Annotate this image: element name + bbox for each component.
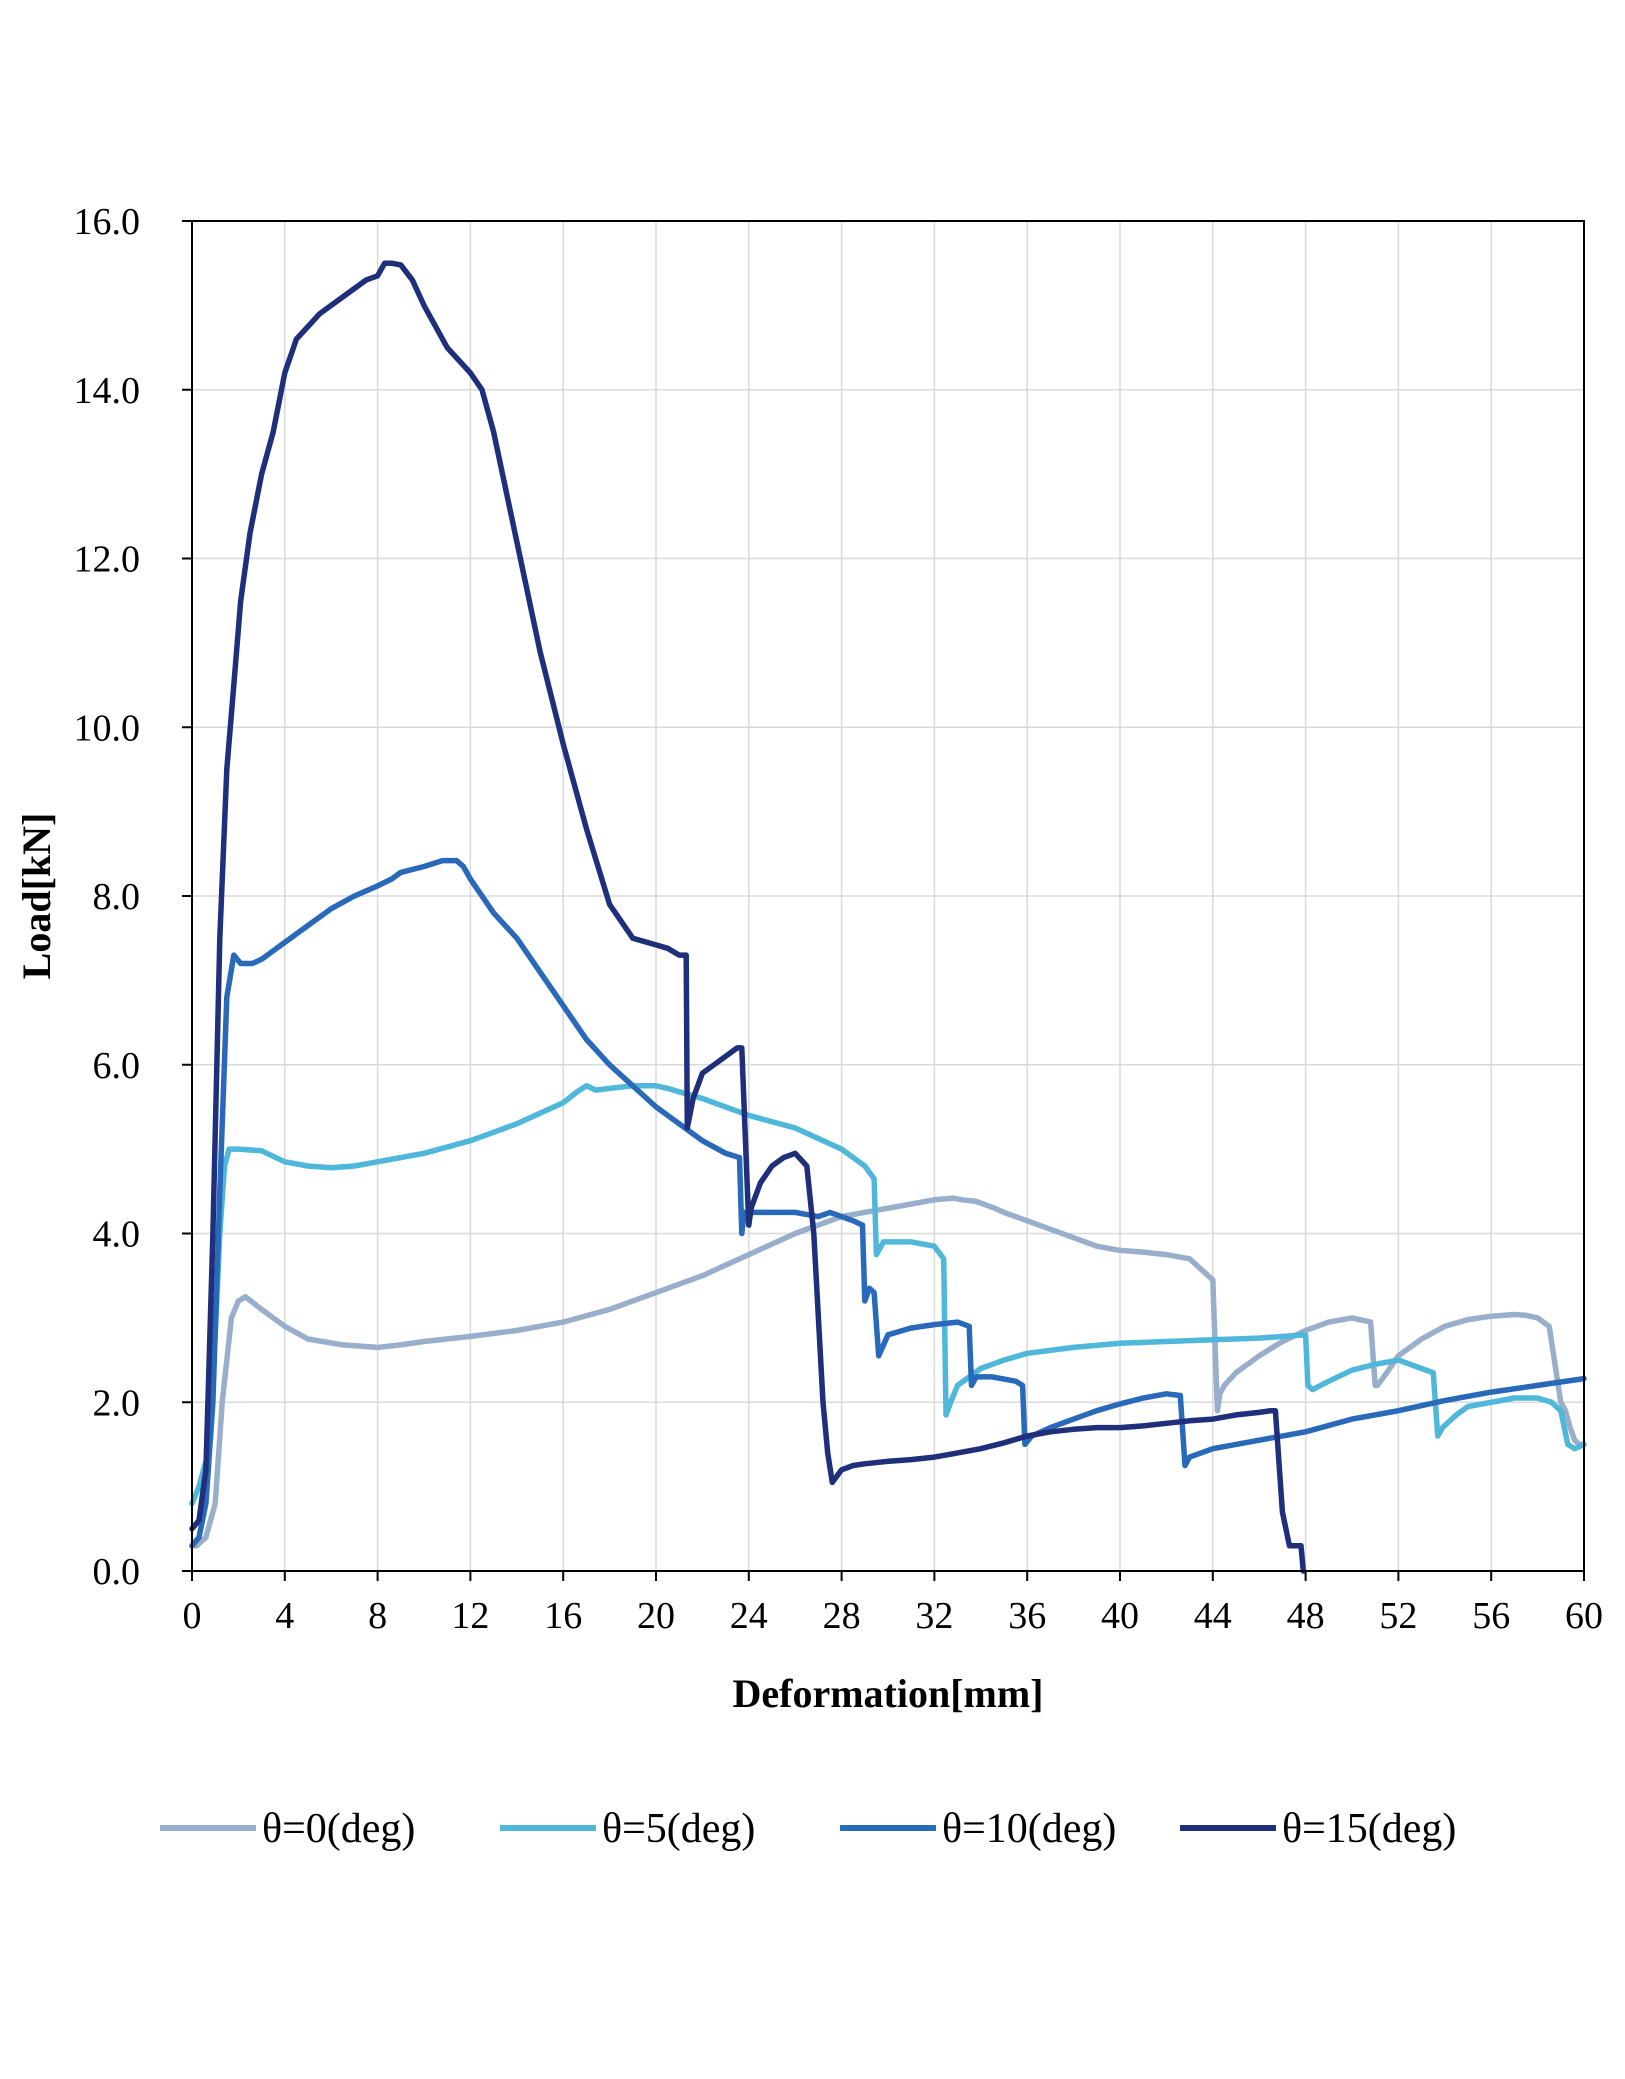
series-line-0: [189, 1195, 1587, 1549]
x-tick-label: 20: [637, 1595, 675, 1637]
x-axis-title: Deformation[mm]: [733, 1671, 1044, 1716]
x-tick-label: 4: [275, 1595, 294, 1637]
legend-label-1: θ=5(deg): [602, 1806, 755, 1852]
y-tick-label: 0.0: [93, 1551, 141, 1593]
x-axis-ticks: 0 4 8 12 16 20 24 28 32 36 40 44 48 52 56 60: [183, 1571, 1603, 1637]
x-tick-label: 36: [1008, 1595, 1046, 1637]
y-tick-label: 10.0: [74, 707, 141, 749]
x-tick-label: 48: [1287, 1595, 1325, 1637]
legend-label-2: θ=10(deg): [942, 1806, 1116, 1852]
y-tick-label: 16.0: [74, 201, 141, 243]
y-axis-ticks: 0.0 2.0 4.0 6.0 8.0 10.0 12.0 14.0 16.0: [74, 201, 192, 1593]
y-tick-label: 8.0: [93, 876, 141, 918]
series-line-2: [189, 857, 1587, 1549]
x-tick-label: 32: [915, 1595, 953, 1637]
y-tick-label: 14.0: [74, 370, 141, 412]
x-tick-label: 12: [451, 1595, 489, 1637]
x-tick-label: 24: [730, 1595, 768, 1637]
series-line-3: [189, 260, 1307, 1574]
grid: [191, 220, 1585, 1572]
series-group: [189, 260, 1587, 1574]
y-axis-title: Load[kN]: [14, 813, 59, 980]
x-tick-label: 0: [183, 1595, 202, 1637]
legend: θ=0(deg) θ=5(deg) θ=10(deg) θ=15(deg): [160, 1806, 1456, 1852]
x-tick-label: 40: [1101, 1595, 1139, 1637]
x-tick-label: 52: [1379, 1595, 1417, 1637]
x-tick-label: 60: [1565, 1595, 1603, 1637]
x-tick-label: 28: [823, 1595, 861, 1637]
x-tick-label: 56: [1472, 1595, 1510, 1637]
y-tick-label: 2.0: [93, 1382, 141, 1424]
x-tick-label: 8: [368, 1595, 387, 1637]
legend-label-3: θ=15(deg): [1282, 1806, 1456, 1852]
legend-label-0: θ=0(deg): [262, 1806, 415, 1852]
y-tick-label: 4.0: [93, 1214, 141, 1256]
y-tick-label: 6.0: [93, 1045, 141, 1087]
x-tick-label: 44: [1194, 1595, 1232, 1637]
x-tick-label: 16: [544, 1595, 582, 1637]
y-tick-label: 12.0: [74, 539, 141, 581]
